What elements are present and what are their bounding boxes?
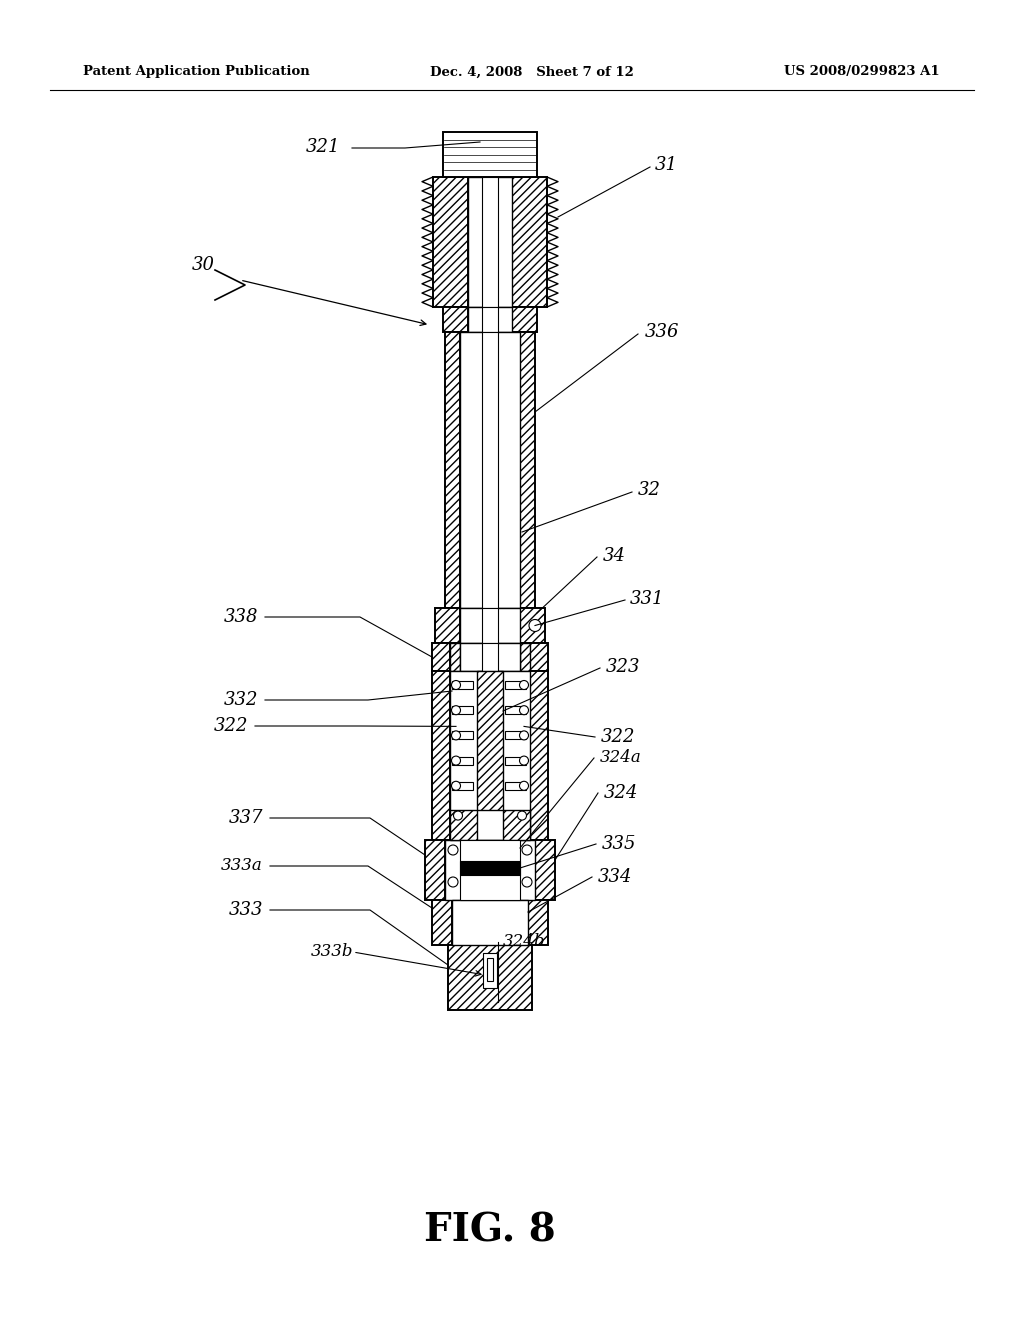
Circle shape [452,706,461,714]
Bar [460,840,520,900]
Circle shape [519,781,528,791]
Circle shape [522,845,532,855]
Bar [452,900,528,945]
Text: 333a: 333a [221,858,263,874]
Text: FIG. 8: FIG. 8 [424,1210,556,1249]
Bar [505,781,526,789]
Text: 324: 324 [604,784,639,803]
Bar [512,177,547,308]
Bar [503,809,530,840]
Bar [443,132,537,177]
Circle shape [517,810,526,820]
Text: 338: 338 [223,609,258,626]
Bar [450,671,530,840]
Bar [520,643,530,671]
Bar [452,681,473,689]
Text: 334: 334 [598,869,633,886]
Circle shape [454,810,463,820]
Bar [505,756,526,764]
Bar [512,308,537,333]
Bar [450,643,460,671]
Text: 34: 34 [603,546,626,565]
Text: US 2008/0299823 A1: US 2008/0299823 A1 [784,66,940,78]
Bar [449,945,532,1010]
Text: Patent Application Publication: Patent Application Publication [83,66,309,78]
Bar [487,958,493,981]
Text: 335: 335 [602,836,637,853]
Bar [425,840,445,900]
Bar [505,706,526,714]
Bar [528,900,548,945]
Circle shape [519,756,528,766]
Text: 337: 337 [228,809,263,828]
Text: 32: 32 [638,480,662,499]
Bar [460,333,520,609]
Bar [483,953,497,987]
Bar [460,609,520,643]
Text: 321: 321 [305,139,340,156]
Bar [530,671,548,840]
Text: 30: 30 [193,256,215,275]
Bar [482,643,498,671]
Bar [460,861,520,875]
Bar [452,756,473,764]
Bar [445,333,460,609]
Bar [477,671,503,809]
Bar [482,177,498,308]
Bar [530,643,548,671]
Bar [520,333,535,609]
Text: 336: 336 [645,323,680,341]
Bar [468,177,512,308]
Text: 332: 332 [223,690,258,709]
Circle shape [449,876,458,887]
Circle shape [452,781,461,791]
Text: 324a: 324a [600,750,642,767]
Bar [520,609,545,643]
Bar [505,731,526,739]
Text: 331: 331 [630,590,665,609]
Bar [482,308,498,333]
Text: 333b: 333b [310,944,353,961]
Bar [432,671,450,840]
Bar [433,177,468,308]
Bar [432,643,450,671]
Bar [443,308,468,333]
Circle shape [519,706,528,714]
Bar [445,840,535,900]
Bar [535,840,555,900]
Text: 324b: 324b [503,933,546,950]
Circle shape [522,876,532,887]
Circle shape [452,731,461,741]
Bar [452,731,473,739]
Bar [505,681,526,689]
Text: 323: 323 [606,657,640,676]
Bar [468,308,512,333]
Text: 322: 322 [601,729,636,746]
Bar [452,781,473,789]
Circle shape [449,845,458,855]
Circle shape [519,731,528,741]
Bar [460,643,520,671]
Bar [482,609,498,643]
Bar [435,609,460,643]
Bar [450,809,477,840]
Circle shape [529,619,541,631]
Text: 322: 322 [213,717,248,735]
Circle shape [452,681,461,689]
Text: Dec. 4, 2008   Sheet 7 of 12: Dec. 4, 2008 Sheet 7 of 12 [430,66,634,78]
Bar [482,333,498,609]
Text: 31: 31 [655,156,678,174]
Circle shape [452,756,461,766]
Bar [452,706,473,714]
Bar [432,900,452,945]
Circle shape [519,681,528,689]
Text: 333: 333 [228,902,263,919]
